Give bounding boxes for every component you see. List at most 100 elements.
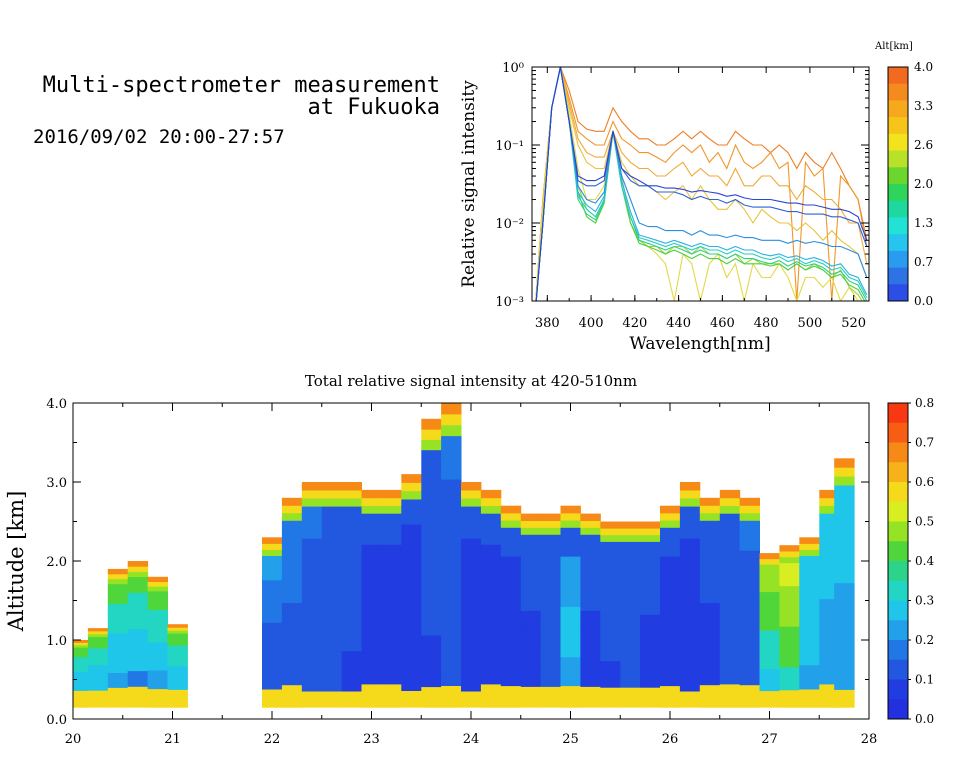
heatmap-cell <box>421 552 442 564</box>
heatmap-cell <box>167 662 188 667</box>
heatmap-colorbar-label: 0.8 <box>915 396 934 410</box>
spectrum-colorbar-label: 0.7 <box>914 255 933 269</box>
heatmap-cell <box>87 695 109 700</box>
heatmap-cell <box>540 693 561 701</box>
spectrum-colorbar-swatch <box>888 100 908 118</box>
heatmap-cell <box>759 602 780 609</box>
heatmap-cell <box>779 620 800 627</box>
heatmap-y-tick-label: 2.0 <box>46 555 67 570</box>
heatmap-cell <box>127 639 149 645</box>
heatmap-cell <box>381 575 402 584</box>
heatmap-cell <box>341 586 362 595</box>
heatmap-cell <box>560 642 581 651</box>
heatmap-cell <box>834 627 855 637</box>
heatmap-cell <box>73 652 89 655</box>
heatmap-cell <box>620 567 641 575</box>
heatmap-cell <box>281 654 303 663</box>
heatmap-cell <box>779 608 800 616</box>
heatmap-cell <box>281 610 303 618</box>
heatmap-cell <box>834 547 855 557</box>
heatmap-cell <box>301 626 323 636</box>
heatmap-cell <box>127 675 149 682</box>
heatmap-cell <box>699 535 721 544</box>
heatmap-cell <box>620 614 641 622</box>
heatmap-cell <box>127 681 149 687</box>
heatmap-cell <box>640 567 661 575</box>
heatmap-cell <box>620 607 641 615</box>
heatmap-y-tick-label: 3.0 <box>46 476 67 491</box>
heatmap-cell <box>819 637 840 646</box>
heatmap-cell <box>799 622 820 629</box>
heatmap-cell <box>87 704 109 708</box>
heatmap-cell <box>421 645 442 657</box>
heatmap-cell <box>167 695 188 699</box>
heatmap-cell <box>679 666 701 676</box>
spectrum-colorbar-swatch <box>888 200 908 218</box>
spectrum-colorbar-swatch <box>888 267 908 285</box>
heatmap-cell <box>262 670 283 678</box>
heatmap-cell <box>520 513 542 521</box>
heatmap-cell <box>540 603 561 611</box>
spectrum-y-axis-label: Relative signal intensity <box>459 80 479 288</box>
heatmap-cell <box>421 511 442 523</box>
heatmap-cell <box>834 698 855 708</box>
heatmap-cell <box>679 675 701 684</box>
heatmap-cell <box>660 685 681 694</box>
heatmap-cell <box>461 514 482 523</box>
heatmap-cells-group <box>73 403 855 708</box>
heatmap-colorbar-swatch <box>888 541 908 562</box>
spectrum-x-tick-label: 380 <box>535 316 560 331</box>
heatmap-cell <box>480 606 502 615</box>
heatmap-cell <box>640 687 661 695</box>
heatmap-cell <box>739 512 760 521</box>
heatmap-cell <box>520 610 542 618</box>
heatmap-cell <box>834 565 855 575</box>
heatmap-cell <box>520 651 542 660</box>
heatmap-cell <box>739 580 760 588</box>
heatmap-cell <box>281 602 303 611</box>
heatmap-cell <box>301 506 323 515</box>
heatmap-cell <box>660 599 681 607</box>
heatmap-cell <box>441 652 462 665</box>
heatmap-cell <box>361 552 382 561</box>
heatmap-cell <box>834 502 855 513</box>
heatmap-cell <box>361 645 382 654</box>
heatmap-cell <box>127 670 149 677</box>
heatmap-cell <box>719 676 741 685</box>
heatmap-cell <box>461 650 482 660</box>
heatmap-cell <box>361 559 382 568</box>
heatmap-cell <box>520 665 542 674</box>
heatmap-x-tick-label: 20 <box>65 732 82 747</box>
heatmap-cell <box>421 604 442 615</box>
heatmap-cell <box>127 602 149 609</box>
heatmap-cell <box>167 659 188 664</box>
heatmap-cell <box>167 624 188 628</box>
heatmap-cell <box>147 637 168 643</box>
heatmap-cell <box>540 700 561 708</box>
heatmap-cell <box>640 654 661 662</box>
heatmap-cell <box>401 690 422 700</box>
heatmap-cell <box>620 687 641 695</box>
heatmap-cell <box>147 669 168 676</box>
heatmap-cell <box>699 565 721 574</box>
heatmap-cell <box>660 642 681 651</box>
heatmap-cell <box>739 595 760 603</box>
heatmap-cell <box>73 678 89 682</box>
heatmap-cell <box>600 541 621 549</box>
heatmap-cell <box>520 603 542 611</box>
heatmap-cell <box>759 646 780 653</box>
heatmap-cell <box>381 606 402 615</box>
heatmap-x-tick-label: 24 <box>463 732 480 747</box>
heatmap-cell <box>679 546 701 555</box>
heatmap-cell <box>520 624 542 632</box>
heatmap-cell <box>127 623 149 630</box>
heatmap-cell <box>381 497 402 506</box>
heatmap-cell <box>699 580 721 588</box>
heatmap-cell <box>580 603 601 611</box>
heatmap-cell <box>421 635 442 646</box>
heatmap-cell <box>640 634 661 642</box>
heatmap-cell <box>600 660 621 668</box>
heatmap-cell <box>167 677 188 681</box>
heatmap-cell <box>301 538 323 547</box>
heatmap-cell <box>87 633 109 638</box>
